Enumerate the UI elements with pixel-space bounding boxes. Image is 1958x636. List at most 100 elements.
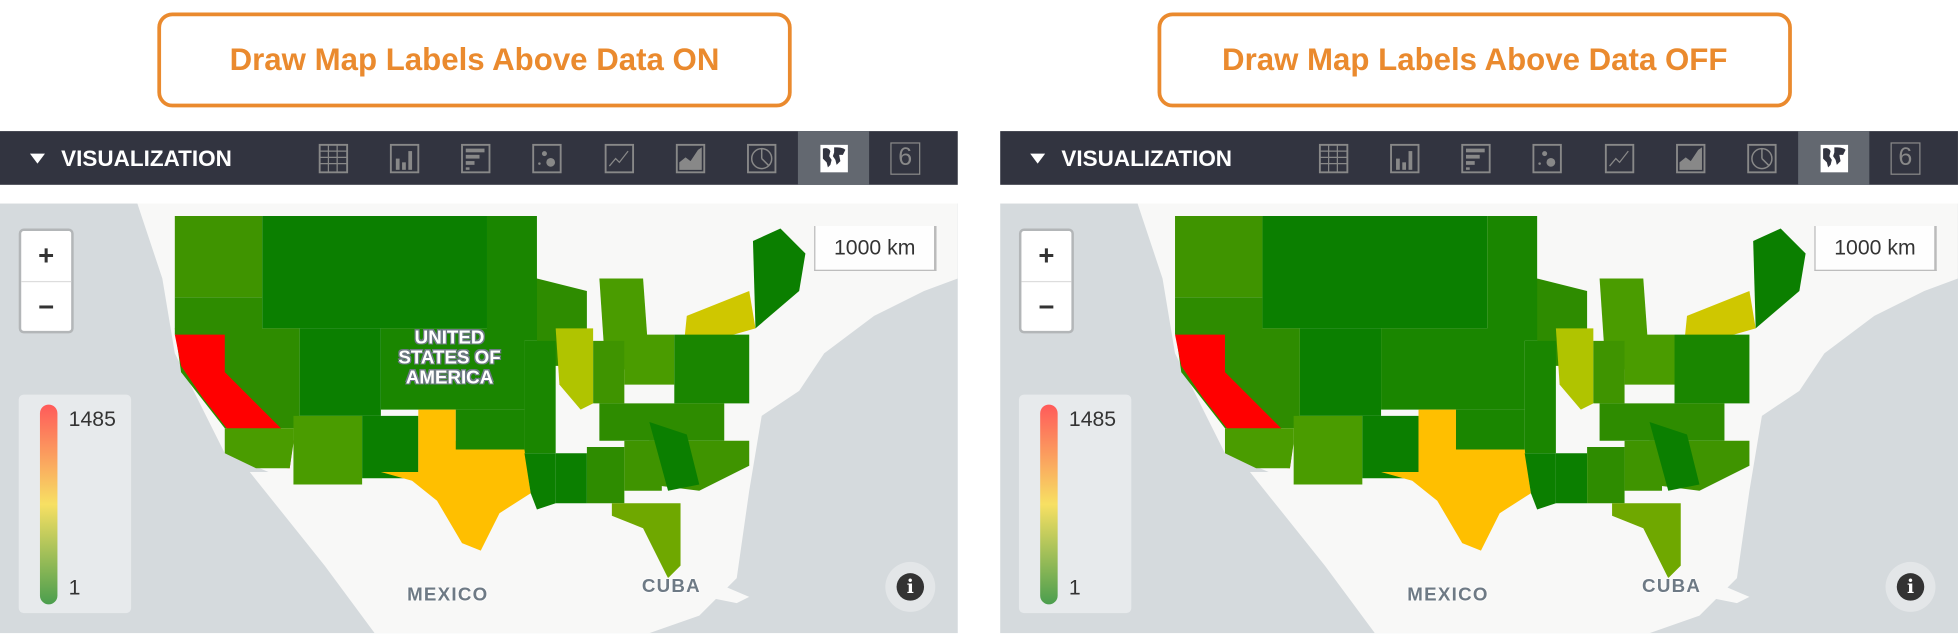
state-region[interactable] [1624,440,1663,491]
country-label-mexico: MEXICO [1407,584,1489,606]
state-region[interactable] [611,503,681,579]
country-label-cuba: CUBA [641,575,701,597]
state-region[interactable] [174,216,263,298]
state-region[interactable] [1555,328,1594,410]
state-region[interactable] [524,340,556,454]
viz-type-button-table[interactable] [297,131,368,185]
viz-type-button-pie-chart[interactable] [1727,131,1798,185]
visualization-section-label[interactable]: VISUALIZATION [61,146,232,172]
state-region[interactable] [624,440,662,491]
state-region[interactable] [555,453,587,504]
zoom-control: + − [18,228,74,334]
map-area[interactable]: UNITED STATES OF AMERICA MEXICO CUBA + −1000… [0,203,958,634]
state-region[interactable] [262,216,487,329]
state-region[interactable] [593,340,625,404]
zoom-in-button[interactable]: + [38,239,55,271]
zoom-out-button[interactable]: − [21,280,72,332]
state-region[interactable] [1455,409,1525,450]
viz-type-button-area-chart[interactable] [1655,131,1726,185]
viz-type-button-scatter[interactable] [512,131,583,185]
info-button[interactable]: i [885,561,936,612]
state-region[interactable] [1293,415,1363,485]
visualization-panel-labels-off: Draw Map Labels Above Data OFF VISUALIZAT… [1000,0,1958,636]
state-region[interactable] [1624,334,1675,385]
state-region[interactable] [1175,297,1263,335]
area-chart-icon [1676,143,1706,173]
state-region[interactable] [299,328,381,416]
legend-gradient [1040,404,1058,605]
state-region[interactable] [1175,216,1263,298]
state-region[interactable] [649,422,700,491]
viz-type-button-map[interactable] [1798,131,1870,185]
visualization-toolbar: VISUALIZATION 6 [0,131,958,185]
state-region[interactable] [362,415,419,479]
state-region[interactable] [1599,403,1725,441]
viz-type-button-line-chart[interactable] [583,131,654,185]
visualization-section-label[interactable]: VISUALIZATION [1061,146,1233,172]
state-region[interactable] [1555,453,1588,504]
state-region[interactable] [1753,228,1806,329]
state-region[interactable] [674,334,750,404]
table-icon [1318,143,1348,173]
state-region[interactable] [1684,290,1756,341]
collapse-triangle-icon[interactable] [29,153,45,164]
viz-type-button-area-chart[interactable] [655,131,726,185]
state-region[interactable] [174,297,263,335]
state-region[interactable] [1674,334,1750,404]
state-region[interactable] [293,415,363,485]
state-region[interactable] [1612,503,1681,579]
viz-type-button-single-value[interactable]: 6 [1870,131,1941,185]
state-region[interactable] [1381,328,1525,410]
zoom-out-button[interactable]: − [1021,280,1072,332]
state-region[interactable] [1524,453,1556,510]
state-region[interactable] [555,328,594,410]
choropleth-map[interactable] [0,203,958,634]
viz-type-button-bar-chart[interactable] [440,131,511,185]
state-region[interactable] [1362,415,1419,479]
country-label-usa: UNITED STATES OF AMERICA [398,327,501,389]
state-region[interactable] [1649,422,1700,491]
collapse-triangle-icon[interactable] [1030,153,1046,164]
state-region[interactable] [455,409,525,450]
map-icon [819,144,848,172]
choropleth-map[interactable] [1000,203,1958,634]
viz-type-button-map[interactable] [798,131,870,185]
state-region[interactable] [1224,428,1294,469]
state-region[interactable] [380,328,525,410]
state-region[interactable] [1262,216,1488,329]
viz-type-button-column-chart[interactable] [1369,131,1440,185]
state-region[interactable] [1524,340,1556,454]
state-region[interactable] [380,409,531,551]
state-region[interactable] [624,334,675,385]
viz-type-button-column-chart[interactable] [369,131,440,185]
viz-type-button-line-chart[interactable] [1584,131,1655,185]
scale-bar: 1000 km [814,226,937,271]
state-region[interactable] [1593,340,1625,404]
viz-type-button-bar-chart[interactable] [1440,131,1511,185]
info-icon: i [896,573,925,601]
viz-type-button-table[interactable] [1297,131,1368,185]
state-region[interactable] [586,447,625,504]
state-region[interactable] [224,428,294,469]
viz-type-button-pie-chart[interactable] [726,131,797,185]
scatter-icon [532,143,563,173]
state-region[interactable] [1381,409,1531,551]
state-region[interactable] [1299,328,1382,416]
viz-type-button-scatter[interactable] [1512,131,1583,185]
info-button[interactable]: i [1885,561,1936,612]
state-region[interactable] [524,453,556,510]
country-label-mexico: MEXICO [407,584,489,606]
viz-type-button-single-value[interactable]: 6 [870,131,941,185]
map-area[interactable]: MEXICO CUBA + −1000 km 1485 1 i [1000,203,1958,634]
state-region[interactable] [684,290,756,341]
zoom-control: + − [1018,228,1074,334]
state-region[interactable] [1587,447,1625,504]
map-icon [1820,144,1848,172]
zoom-in-button[interactable]: + [1038,239,1055,271]
panel-title: Draw Map Labels Above Data OFF [1157,12,1792,108]
pie-chart-icon [747,143,777,173]
state-region[interactable] [599,403,725,441]
legend-max: 1485 [1068,407,1117,431]
state-region[interactable] [752,228,806,329]
